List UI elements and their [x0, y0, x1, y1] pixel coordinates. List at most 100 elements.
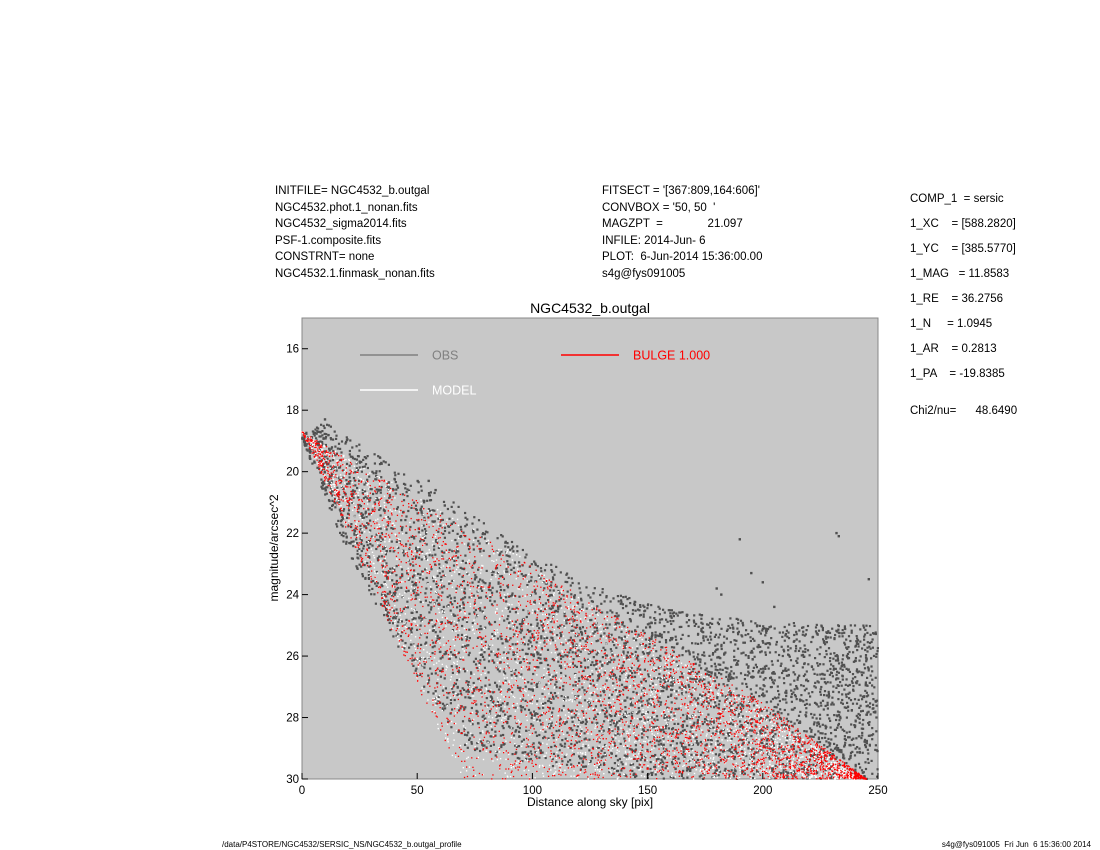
obs-point — [660, 690, 663, 693]
model-point — [497, 631, 499, 634]
obs-point — [435, 582, 438, 585]
obs-point — [710, 739, 713, 742]
obs-point — [492, 743, 495, 746]
obs-point — [668, 716, 671, 719]
obs-point — [324, 487, 327, 490]
obs-point — [607, 728, 611, 731]
obs-point — [861, 723, 864, 726]
obs-point — [646, 748, 649, 752]
obs-point — [566, 731, 569, 734]
model-point — [626, 730, 628, 732]
obs-point — [670, 701, 673, 704]
obs-point — [337, 519, 340, 522]
obs-point — [859, 694, 862, 697]
obs-point — [337, 442, 341, 445]
obs-point — [523, 708, 527, 711]
obs-point — [751, 729, 754, 732]
obs-point — [480, 703, 483, 706]
obs-point — [533, 710, 536, 713]
obs-point — [831, 753, 834, 756]
param-comp: COMP_1 = sersic — [910, 193, 1004, 205]
obs-point — [478, 542, 481, 545]
obs-point — [858, 717, 861, 720]
obs-point — [536, 565, 539, 568]
obs-point — [519, 631, 522, 634]
obs-point — [360, 565, 363, 568]
obs-point — [707, 713, 710, 716]
obs-point — [784, 632, 787, 636]
obs-point — [855, 642, 858, 645]
obs-point — [807, 773, 810, 776]
obs-point — [587, 652, 590, 655]
obs-point — [526, 628, 529, 632]
obs-point — [543, 735, 546, 738]
obs-point — [825, 631, 828, 634]
obs-point — [495, 715, 498, 718]
obs-point — [402, 549, 405, 552]
obs-point — [839, 717, 842, 720]
header-plot-date: PLOT: 6-Jun-2014 15:36:00.00 — [602, 251, 763, 263]
obs-point — [692, 655, 695, 658]
obs-point — [659, 761, 662, 765]
obs-point — [615, 612, 618, 615]
model-point — [579, 610, 581, 612]
obs-point — [697, 625, 700, 628]
obs-point — [702, 639, 705, 642]
obs-point — [673, 646, 676, 649]
obs-point — [681, 672, 684, 675]
obs-point — [792, 708, 795, 711]
obs-point — [353, 490, 356, 493]
obs-point — [508, 555, 511, 558]
obs-point — [775, 697, 778, 700]
obs-point — [466, 689, 470, 692]
obs-point — [412, 584, 415, 587]
obs-point — [458, 671, 461, 674]
obs-point — [430, 606, 433, 609]
obs-point — [621, 607, 625, 610]
obs-point — [672, 650, 675, 653]
obs-point — [820, 756, 823, 760]
obs-point — [451, 708, 454, 711]
obs-point — [581, 626, 584, 629]
obs-point — [836, 655, 839, 658]
model-point — [569, 658, 571, 660]
model-point — [842, 770, 844, 772]
obs-point — [412, 501, 415, 504]
obs-point — [690, 748, 693, 751]
obs-point — [327, 463, 330, 466]
obs-point — [425, 543, 428, 546]
obs-point — [520, 706, 523, 709]
obs-point — [601, 664, 604, 667]
obs-point — [431, 554, 434, 557]
obs-point — [342, 535, 345, 538]
obs-point — [536, 700, 539, 703]
obs-point — [461, 567, 464, 570]
obs-point — [540, 637, 543, 640]
obs-point — [618, 694, 621, 697]
obs-point — [773, 672, 776, 675]
obs-point — [565, 619, 568, 622]
obs-point — [575, 645, 578, 648]
obs-point — [433, 520, 436, 523]
obs-point — [730, 665, 733, 669]
obs-point — [708, 654, 711, 657]
obs-point — [850, 631, 853, 634]
obs-point — [535, 618, 538, 621]
obs-point — [453, 614, 456, 617]
obs-point — [589, 596, 592, 599]
obs-point — [875, 716, 878, 719]
obs-point — [700, 642, 703, 645]
obs-point — [465, 680, 468, 683]
obs-point — [368, 512, 371, 515]
obs-point — [693, 697, 696, 700]
obs-point — [328, 481, 331, 484]
obs-point — [718, 699, 721, 703]
obs-point — [838, 748, 841, 751]
obs-point — [620, 769, 623, 772]
obs-point — [658, 607, 661, 610]
obs-point — [460, 528, 463, 531]
obs-point — [803, 662, 806, 666]
obs-point — [805, 629, 808, 632]
obs-point — [339, 459, 342, 462]
model-point — [453, 558, 455, 560]
